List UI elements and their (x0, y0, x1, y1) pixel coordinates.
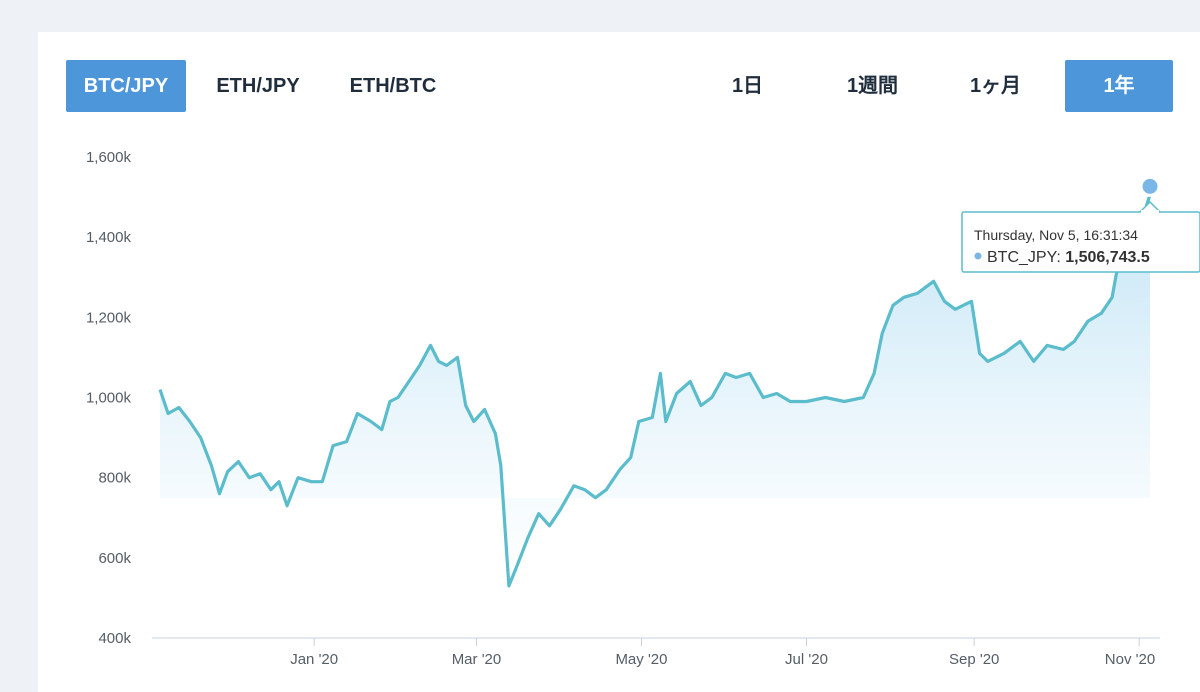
x-tick-label: Sep '20 (949, 651, 999, 668)
x-axis: Jan '20 Mar '20 May '20 Jul '20 Sep '20 Nov '… (152, 637, 1160, 668)
x-tick-label: Jan '20 (290, 651, 338, 668)
y-tick-label: 600k (98, 550, 131, 567)
y-tick-label: 400k (98, 630, 131, 647)
last-data-point[interactable] (1139, 175, 1161, 197)
y-tick-label: 800k (98, 470, 131, 487)
tab-btc-jpy[interactable]: BTC/JPY (66, 60, 186, 112)
y-tick-label: 1,000k (86, 390, 132, 407)
tab-period-1day[interactable]: 1日 (731, 75, 764, 97)
x-tick-label: Mar '20 (452, 651, 502, 668)
price-line (158, 193, 1152, 588)
tooltip-value: 1,506,743.5 (1065, 249, 1150, 266)
x-tick-label: Jul '20 (785, 651, 828, 668)
x-tick-label: May '20 (615, 651, 667, 668)
tooltip: Thursday, Nov 5, 16:31:34 BTC_JPY: 1,506… (961, 200, 1200, 273)
tooltip-series-dot (974, 252, 982, 260)
x-tick-label: Nov '20 (1105, 651, 1155, 668)
tooltip-box (961, 211, 1200, 273)
tab-eth-jpy[interactable]: ETH/JPY (216, 75, 300, 97)
price-area (160, 194, 1150, 586)
y-tick-label: 1,200k (86, 309, 132, 326)
tab-period-1week[interactable]: 1週間 (846, 75, 899, 97)
tab-eth-btc[interactable]: ETH/BTC (349, 75, 437, 97)
tab-period-1year[interactable]: 1年 (1065, 60, 1173, 112)
tab-period-1month[interactable]: 1ヶ月 (969, 75, 1022, 97)
tooltip-series-name: BTC_JPY (987, 249, 1058, 266)
y-axis: 400k 600k 800k 1,000k 1,200k 1,400k 1,600k (86, 149, 132, 647)
y-tick-label: 1,400k (86, 229, 132, 246)
svg-text:BTC_JPY: 1,506,743.5: BTC_JPY: 1,506,743.5 (987, 249, 1150, 266)
tooltip-date: Thursday, Nov 5, 16:31:34 (974, 227, 1138, 243)
y-tick-label: 1,600k (86, 149, 132, 166)
